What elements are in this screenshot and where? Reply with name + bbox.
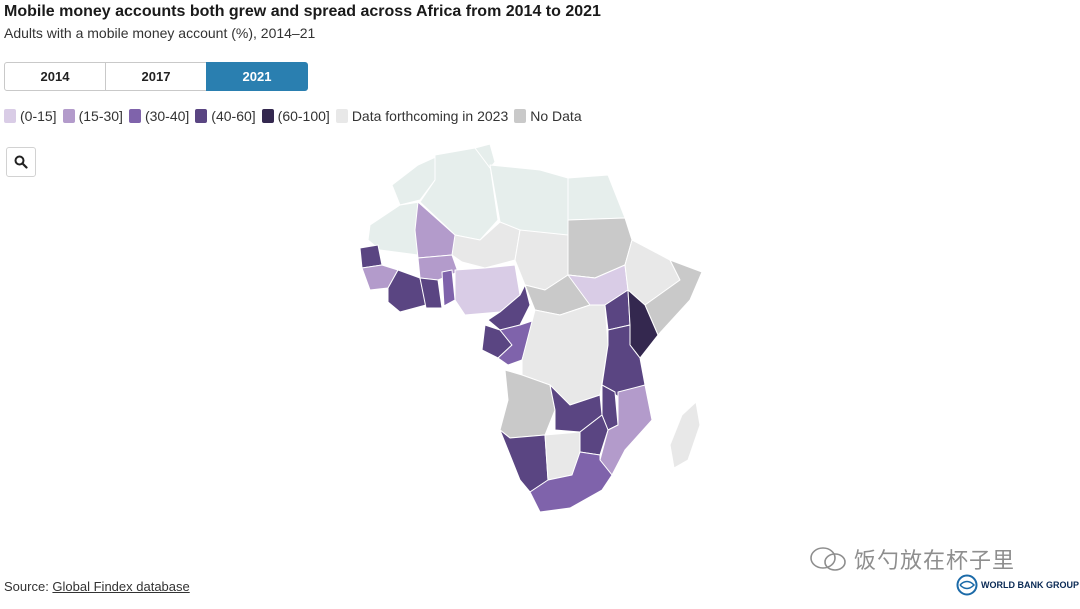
legend-swatch: [62, 109, 75, 123]
logo-text: WORLD BANK GROUP: [981, 580, 1079, 590]
country-madagascar[interactable]: [669, 401, 701, 469]
legend-swatch: [514, 109, 527, 123]
source-note: Source: Global Findex database: [4, 579, 190, 594]
wechat-icon: [810, 547, 846, 571]
source-link[interactable]: Global Findex database: [52, 579, 190, 594]
map-legend: (0-15] (15-30] (30-40] (40-60] (60-100] …: [4, 108, 588, 124]
country-tunisia[interactable]: [474, 143, 496, 169]
africa-map: [359, 143, 703, 513]
world-bank-logo: WORLD BANK GROUP: [956, 574, 1079, 596]
legend-label: (15-30]: [78, 108, 123, 124]
legend-swatch: [4, 109, 16, 123]
legend-label: No Data: [530, 108, 582, 124]
legend-item-30-40[interactable]: (30-40]: [128, 108, 190, 124]
legend-item-15-30[interactable]: (15-30]: [62, 108, 123, 124]
search-icon: [14, 155, 28, 169]
legend-label: (40-60]: [211, 108, 256, 124]
legend-item-40-60[interactable]: (40-60]: [195, 108, 256, 124]
tab-2014[interactable]: 2014: [4, 62, 106, 91]
country-senegal[interactable]: [359, 244, 383, 269]
legend-item-60-100[interactable]: (60-100]: [261, 108, 330, 124]
country-south-africa[interactable]: [529, 451, 613, 513]
year-tabs: 2014 2017 2021: [4, 62, 308, 91]
zoom-search-button[interactable]: [6, 147, 36, 177]
legend-label: (30-40]: [144, 108, 190, 124]
country-cameroon[interactable]: [487, 284, 531, 331]
legend-item-0-15[interactable]: (0-15]: [4, 108, 57, 124]
country-benin[interactable]: [441, 269, 456, 307]
legend-swatch: [335, 109, 348, 123]
globe-icon: [956, 574, 978, 596]
source-prefix: Source:: [4, 579, 53, 594]
legend-swatch: [195, 109, 208, 123]
country-congo[interactable]: [497, 319, 536, 366]
tab-2017[interactable]: 2017: [105, 62, 207, 91]
legend-swatch: [261, 109, 274, 123]
country-ghana[interactable]: [419, 277, 443, 309]
country-namibia[interactable]: [499, 429, 549, 493]
watermark-text: 饭勺放在杯子里: [854, 548, 1016, 573]
chart-title: Mobile money accounts both grew and spre…: [4, 3, 601, 20]
legend-item-forthcoming[interactable]: Data forthcoming in 2023: [335, 108, 509, 124]
legend-label: (0-15]: [20, 108, 57, 124]
legend-item-no-data[interactable]: No Data: [514, 108, 582, 124]
country-egypt[interactable]: [567, 174, 626, 221]
legend-swatch: [128, 109, 141, 123]
tab-2021[interactable]: 2021: [206, 62, 308, 91]
chart-subtitle: Adults with a mobile money account (%), …: [4, 25, 316, 41]
legend-label: (60-100]: [277, 108, 330, 124]
legend-label: Data forthcoming in 2023: [351, 108, 509, 124]
watermark: 饭勺放在杯子里: [808, 543, 1015, 575]
